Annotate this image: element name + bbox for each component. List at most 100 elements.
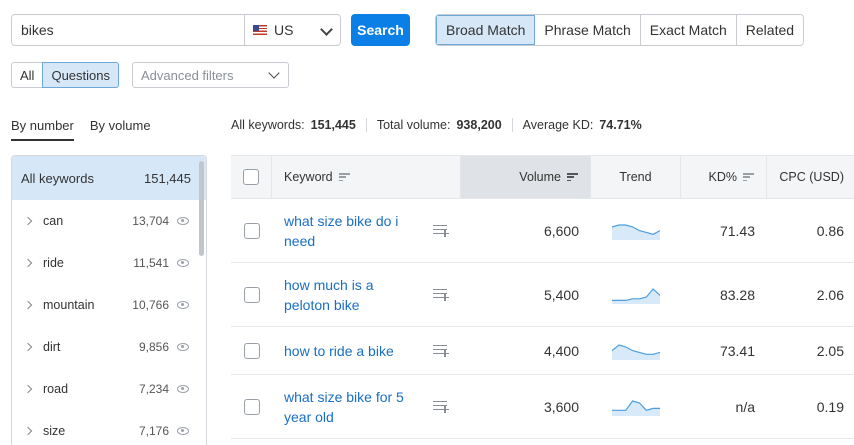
- sort-icon: [567, 173, 578, 181]
- summary-value: 74.71%: [599, 118, 642, 132]
- table-row: what size bike do i need 6,600 71.43 0.8…: [231, 199, 854, 263]
- volume-cell: 4,400: [543, 342, 579, 359]
- volume-cell: 6,600: [543, 222, 579, 239]
- table-row: how much is a peloton bike 5,400 83.28 2…: [231, 263, 854, 327]
- row-checkbox-cell: [231, 375, 272, 438]
- keyword-link[interactable]: how to ride a bike: [284, 342, 394, 359]
- column-volume[interactable]: Volume: [461, 156, 591, 198]
- group-item[interactable]: size 7,176: [12, 410, 206, 445]
- sort-icon: [743, 173, 754, 181]
- eye-icon[interactable]: [177, 385, 189, 393]
- keyword-groups-panel: All keywords 151,445 can 13,704 ride 11,…: [11, 155, 207, 445]
- summary-label: Total volume:: [376, 118, 451, 132]
- row-checkbox[interactable]: [243, 222, 260, 239]
- keyword-table: Keyword Volume Trend KD% CPC (USD) what …: [231, 155, 854, 439]
- cpc-cell: 0.86: [816, 222, 844, 239]
- keyword-cell: what size bike for 5 year old: [272, 375, 461, 438]
- country-select[interactable]: US: [244, 15, 340, 45]
- kd-cell: n/a: [735, 398, 755, 415]
- add-to-list-icon[interactable]: [433, 400, 449, 413]
- eye-icon[interactable]: [177, 427, 189, 435]
- groups-scrollbar[interactable]: [199, 161, 204, 256]
- trend-area: [612, 400, 660, 416]
- group-all-keywords[interactable]: All keywords 151,445: [12, 156, 206, 200]
- eye-icon[interactable]: [177, 259, 189, 267]
- questions-button[interactable]: Questions: [42, 62, 119, 88]
- add-to-list-icon[interactable]: [433, 288, 449, 301]
- phrase-match-button[interactable]: Phrase Match: [535, 15, 641, 45]
- advanced-filters-dropdown[interactable]: Advanced filters: [132, 62, 289, 88]
- all-button[interactable]: All: [11, 62, 44, 88]
- tab-by-volume[interactable]: By volume: [89, 118, 151, 133]
- trend-cell: [591, 263, 681, 326]
- kd-cell: 71.43: [719, 222, 755, 239]
- column-label: Volume: [519, 170, 561, 184]
- kd-cell: 83.28: [719, 286, 755, 303]
- group-item[interactable]: dirt 9,856: [12, 326, 206, 368]
- column-cpc[interactable]: CPC (USD): [767, 156, 854, 198]
- chevron-down-icon: [268, 67, 280, 79]
- row-checkbox-cell: [231, 327, 272, 374]
- chevron-right-icon[interactable]: [23, 258, 33, 268]
- row-checkbox[interactable]: [243, 398, 260, 415]
- group-word: road: [43, 382, 69, 396]
- chevron-right-icon[interactable]: [23, 342, 33, 352]
- column-label: Keyword: [284, 170, 333, 184]
- trend-cell: [591, 375, 681, 438]
- group-word: size: [43, 424, 66, 438]
- exact-match-button[interactable]: Exact Match: [640, 15, 737, 45]
- group-count: 9,856: [138, 340, 169, 354]
- broad-match-button[interactable]: Broad Match: [436, 15, 536, 45]
- keyword-link[interactable]: what size bike for 5 year old: [284, 388, 404, 425]
- chevron-right-icon[interactable]: [23, 300, 33, 310]
- table-row: how to ride a bike 4,400 73.41 2.05: [231, 327, 854, 375]
- us-flag-icon: [253, 25, 267, 35]
- eye-icon[interactable]: [177, 301, 189, 309]
- group-word: mountain: [43, 298, 95, 312]
- average-kd-summary: Average KD: 74.71%: [511, 118, 652, 132]
- select-all-checkbox[interactable]: [243, 169, 259, 185]
- search-box: US: [11, 14, 341, 46]
- group-item[interactable]: ride 11,541: [12, 242, 206, 284]
- chevron-right-icon[interactable]: [23, 426, 33, 436]
- trend-sparkline: [612, 343, 660, 360]
- row-checkbox[interactable]: [243, 342, 260, 359]
- total-volume-summary: Total volume: 938,200: [365, 118, 512, 132]
- add-to-list-icon[interactable]: [433, 224, 449, 237]
- group-item[interactable]: can 13,704: [12, 200, 206, 242]
- search-button[interactable]: Search: [351, 14, 410, 46]
- row-checkbox-cell: [231, 263, 272, 326]
- group-count: 10,766: [132, 298, 169, 312]
- related-button[interactable]: Related: [736, 15, 804, 45]
- group-count: 13,704: [132, 214, 169, 228]
- trend-area: [612, 224, 660, 240]
- keyword-link[interactable]: how much is a peloton bike: [284, 276, 374, 313]
- group-word: dirt: [43, 340, 61, 354]
- header-checkbox-cell: [231, 156, 272, 198]
- keyword-cell: how to ride a bike: [272, 327, 461, 374]
- add-to-list-icon[interactable]: [433, 344, 449, 357]
- column-keyword[interactable]: Keyword: [272, 156, 461, 198]
- group-item[interactable]: road 7,234: [12, 368, 206, 410]
- row-checkbox[interactable]: [243, 286, 260, 303]
- tab-by-number[interactable]: By number: [11, 118, 74, 141]
- keyword-search-input[interactable]: [12, 15, 244, 45]
- group-count: 151,445: [144, 170, 191, 186]
- column-trend: Trend: [591, 156, 681, 198]
- eye-icon[interactable]: [177, 343, 189, 351]
- advanced-filters-label: Advanced filters: [141, 67, 234, 83]
- group-word: ride: [43, 256, 64, 270]
- chevron-right-icon[interactable]: [23, 384, 33, 394]
- eye-icon[interactable]: [177, 217, 189, 225]
- trend-cell: [591, 199, 681, 262]
- chevron-right-icon[interactable]: [23, 216, 33, 226]
- trend-sparkline: [612, 399, 660, 416]
- group-item[interactable]: mountain 10,766: [12, 284, 206, 326]
- cpc-cell: 0.19: [816, 398, 844, 415]
- summary-value: 151,445: [310, 118, 356, 132]
- column-kd[interactable]: KD%: [681, 156, 767, 198]
- volume-cell: 5,400: [543, 286, 579, 303]
- trend-area: [612, 344, 660, 360]
- trend-sparkline: [612, 223, 660, 240]
- keyword-link[interactable]: what size bike do i need: [284, 212, 399, 249]
